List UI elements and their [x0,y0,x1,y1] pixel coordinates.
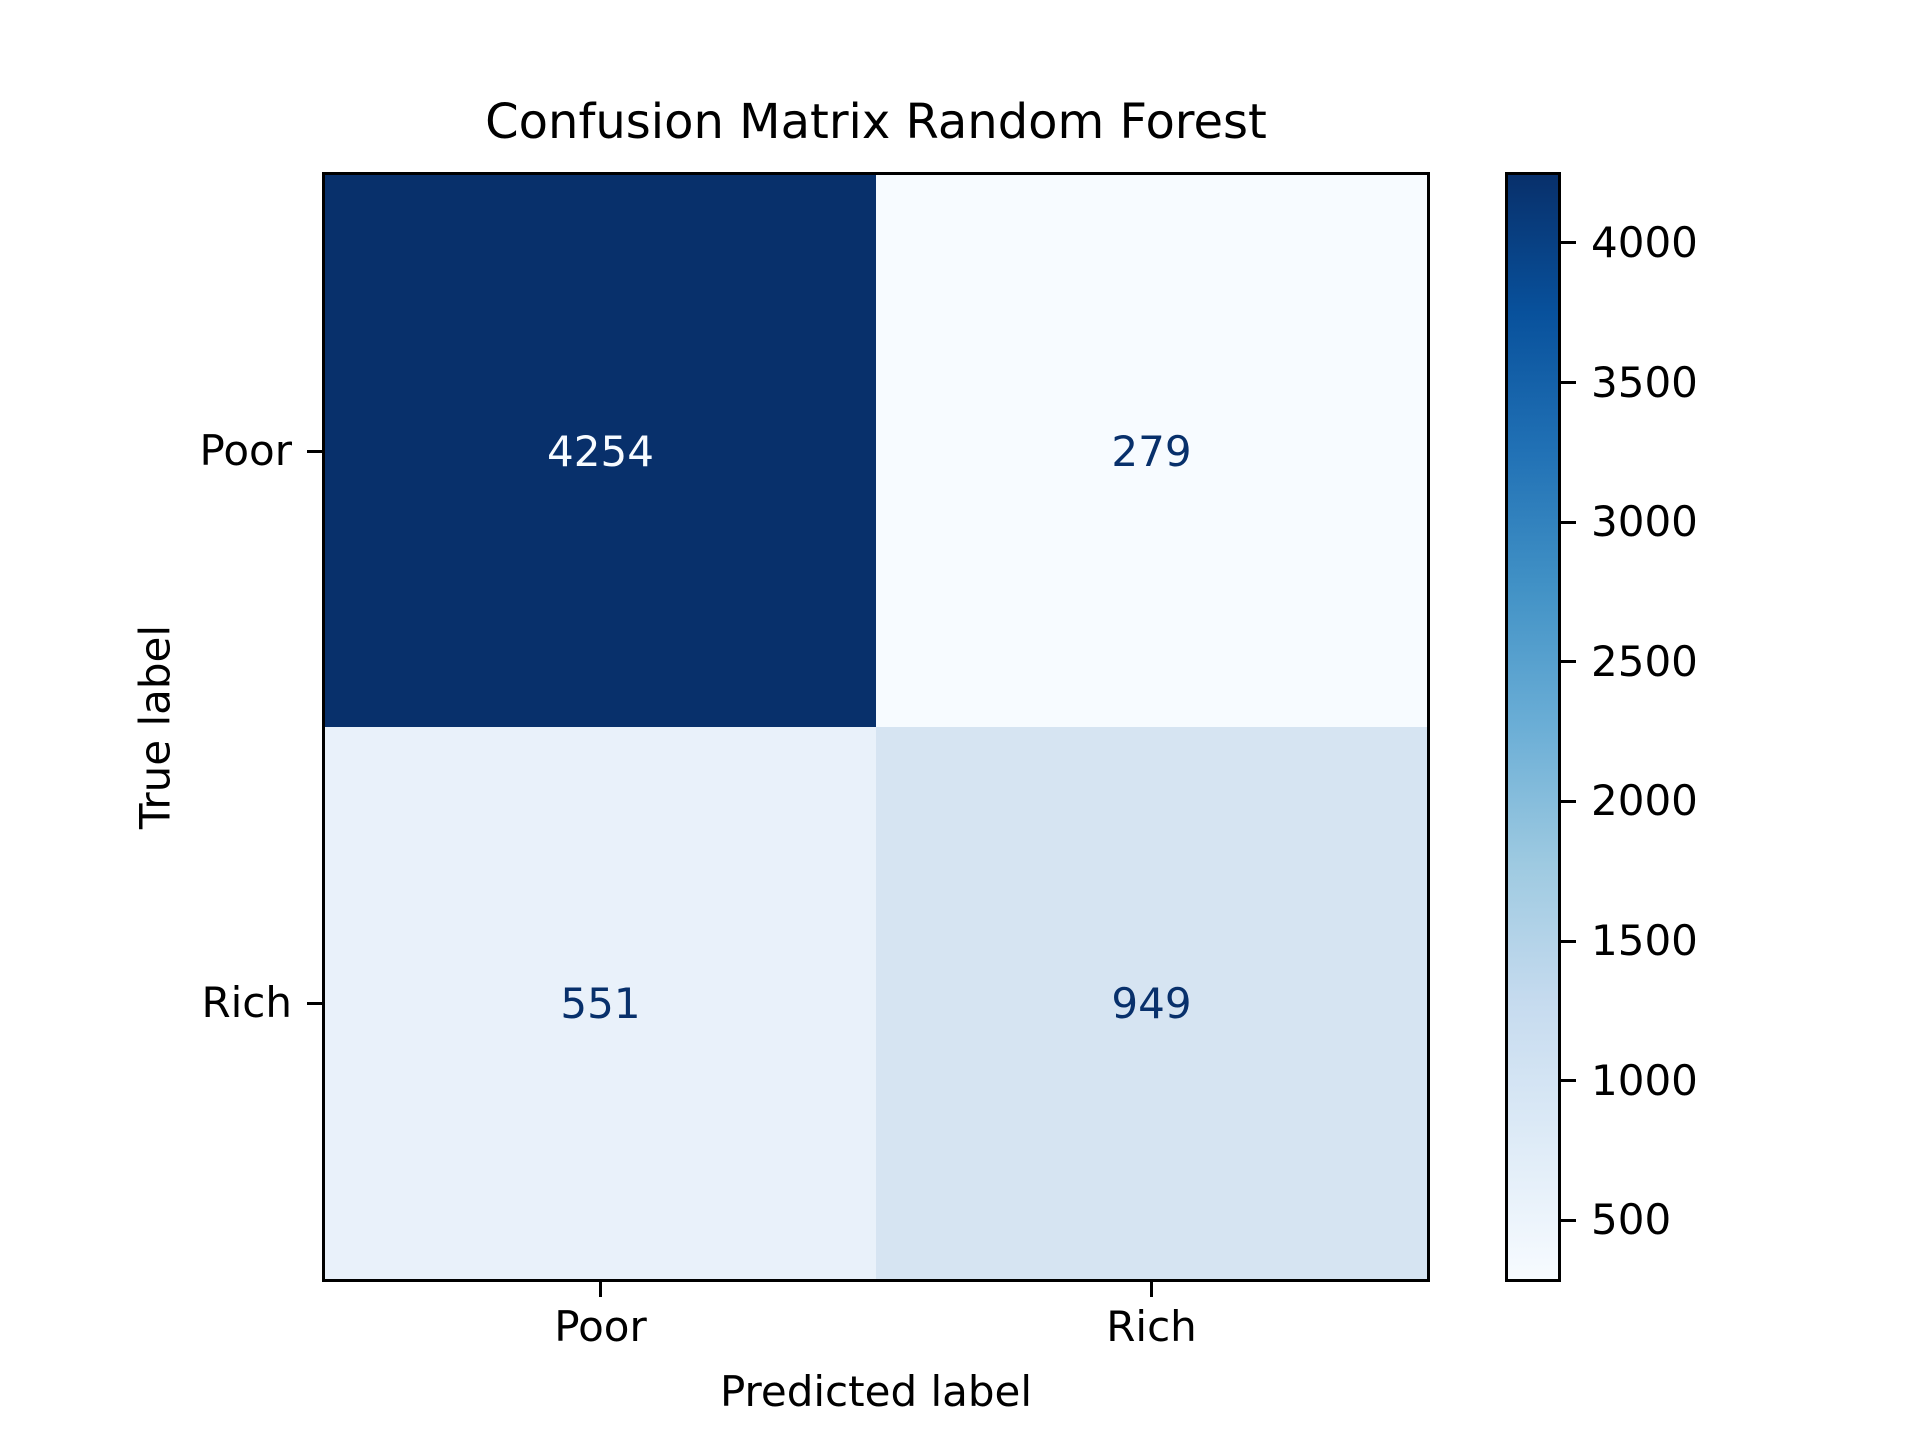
colorbar-tick-mark [1561,381,1576,385]
y-tick-mark [307,449,322,453]
y-tick-label: Rich [201,978,292,1027]
chart-title: Confusion Matrix Random Forest [485,94,1267,150]
matrix-cell-r1c0: 551 [325,727,876,1279]
colorbar-tick-mark [1561,241,1576,245]
cell-value: 949 [1111,978,1192,1028]
colorbar-tick-mark [1561,799,1576,803]
x-axis-label: Predicted label [719,1367,1033,1416]
x-tick-label: Poor [554,1302,647,1351]
colorbar-tick-label: 1000 [1591,1055,1698,1105]
x-tick-label: Rich [1106,1302,1197,1351]
colorbar [1505,172,1561,1282]
colorbar-tick-mark [1561,939,1576,943]
matrix-cell-r0c0: 4254 [325,175,876,727]
colorbar-tick-label: 3500 [1591,357,1698,407]
x-tick-mark [1150,1282,1153,1297]
heatmap-axes: 4254 279 551 949 [322,172,1430,1282]
colorbar-tick-label: 3000 [1591,497,1698,547]
cell-value: 279 [1111,426,1192,476]
colorbar-tick-label: 4000 [1591,217,1698,267]
x-tick-mark [599,1282,602,1297]
matrix-cell-r1c1: 949 [876,727,1427,1279]
colorbar-tick-mark [1561,1218,1576,1222]
colorbar-tick-label: 2000 [1591,776,1698,826]
matrix-cell-r0c1: 279 [876,175,1427,727]
y-tick-label: Poor [199,426,293,475]
colorbar-tick-mark [1561,660,1576,664]
confusion-matrix: 4254 279 551 949 [325,175,1427,1279]
y-tick-mark [307,1001,322,1005]
colorbar-tick-mark [1561,1079,1576,1083]
colorbar-tick-mark [1561,520,1576,524]
cell-value: 4254 [547,426,654,476]
colorbar-tick-label: 500 [1591,1195,1672,1245]
y-axis-label: True label [130,624,180,830]
cell-value: 551 [560,978,641,1028]
colorbar-tick-label: 2500 [1591,636,1698,686]
colorbar-tick-label: 1500 [1591,916,1698,966]
